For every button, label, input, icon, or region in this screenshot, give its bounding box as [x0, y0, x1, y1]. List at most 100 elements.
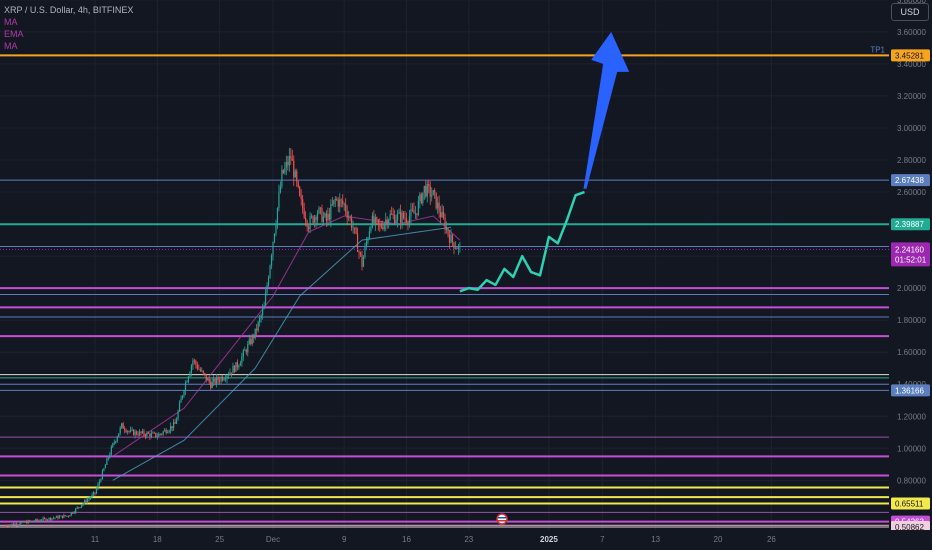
candle-body-195 [294, 171, 296, 178]
candle-body-281 [422, 192, 424, 203]
candle-body-245 [368, 231, 371, 239]
candle-body-153 [232, 365, 234, 374]
price-tick-9: 2.60000 [897, 188, 926, 197]
candle-body-156 [236, 362, 238, 368]
candle-body-213 [321, 207, 323, 222]
candle-body-36 [58, 516, 60, 519]
candle-body-175 [264, 292, 267, 306]
price-label-bg-3 [891, 384, 930, 397]
price-label-3: 1.36166 [895, 386, 924, 395]
candle-body-200 [302, 199, 304, 209]
candle-body-68 [106, 458, 108, 465]
candle-body-135 [205, 374, 207, 381]
candle-body-201 [303, 208, 305, 218]
candle-body-258 [388, 219, 390, 225]
grid-lines [0, 0, 889, 530]
candle-body-275 [413, 210, 415, 214]
candle-body-105 [161, 433, 163, 435]
candle-body-236 [355, 227, 357, 234]
candle-body-276 [414, 213, 416, 215]
candle-body-99 [152, 432, 154, 434]
candle-body-284 [426, 183, 428, 197]
time-tick-2: 25 [215, 535, 224, 544]
candle-body-189 [285, 161, 287, 168]
price-label-bg-4 [891, 497, 930, 510]
price-label-bg-1 [891, 174, 930, 187]
candle-body-62 [97, 484, 99, 489]
candle-body-129 [196, 364, 198, 369]
candle-body-117 [178, 402, 181, 412]
candle-body-247 [371, 215, 373, 228]
candle-body-75 [116, 437, 118, 442]
candle-body-294 [441, 211, 443, 218]
candle-body-101 [155, 432, 157, 437]
candle-body-168 [254, 328, 256, 339]
candle-body-87 [134, 431, 136, 436]
candle-body-86 [132, 429, 135, 436]
candle-body-304 [456, 248, 458, 250]
candle-body-172 [260, 315, 262, 319]
candle-body-161 [244, 350, 246, 351]
time-tick-1: 18 [153, 535, 162, 544]
candle-body-299 [448, 234, 451, 243]
candle-body-249 [374, 217, 376, 224]
candle-body-78 [121, 423, 123, 428]
candle-body-97 [149, 433, 151, 437]
candle-body-13 [24, 521, 26, 523]
candle-body-28 [46, 519, 49, 521]
candle-body-112 [171, 426, 173, 429]
candle-body-136 [207, 378, 209, 381]
candle-body-180 [272, 242, 274, 256]
time-tick-6: 23 [464, 535, 473, 544]
candle-body-194 [293, 160, 295, 178]
projection-line [459, 190, 585, 293]
candle-body-293 [440, 212, 442, 218]
candle-body-305 [457, 245, 460, 250]
candle-body-116 [177, 411, 179, 420]
candle-body-73 [113, 442, 115, 444]
price-label-1: 2.67438 [895, 176, 924, 185]
time-axis[interactable]: 11 18 25 Dec 9 16 23 2025 7 13 20 26 [91, 535, 777, 544]
candle-body-226 [340, 199, 342, 201]
currency-button[interactable]: USD [891, 3, 929, 21]
candle-body-20 [35, 519, 37, 522]
price-label-6: 0.50862 [895, 523, 924, 532]
candle-body-176 [266, 285, 268, 293]
candle-body-45 [72, 512, 74, 514]
candle-body-93 [143, 430, 145, 435]
price-tick-2: 1.20000 [897, 412, 926, 421]
candle-body-48 [76, 507, 78, 509]
candle-body-178 [269, 265, 271, 278]
candle-body-109 [167, 432, 169, 434]
candle-body-98 [150, 433, 152, 437]
candle-body-53 [84, 500, 86, 504]
candle-body-67 [104, 464, 106, 469]
current-price-countdown: 01:52:01 [895, 255, 927, 264]
candle-body-69 [107, 457, 109, 459]
time-tick-5: 16 [402, 535, 411, 544]
candle-body-256 [385, 219, 387, 224]
candle-body-224 [337, 199, 339, 207]
candle-body-130 [198, 368, 200, 370]
candle-body-30 [49, 517, 52, 520]
indicator-ma-2[interactable]: MA [4, 41, 18, 51]
candle-body-225 [339, 199, 341, 207]
candle-body-115 [175, 419, 178, 424]
candle-body-10 [20, 522, 22, 525]
candle-body-205 [309, 216, 311, 230]
candle-body-57 [89, 497, 92, 499]
candle-body-259 [389, 214, 391, 220]
candle-body-119 [181, 395, 184, 399]
indicator-ema[interactable]: EMA [4, 29, 24, 39]
candle-body-273 [410, 209, 412, 217]
candle-body-79 [122, 423, 124, 429]
candle-body-2 [8, 525, 10, 527]
time-tick-7: 2025 [540, 535, 558, 544]
indicator-ma-1[interactable]: MA [4, 17, 18, 27]
candle-body-22 [38, 520, 40, 522]
price-tick-15: 3.80000 [897, 0, 926, 5]
candle-body-113 [173, 422, 175, 429]
candle-body-254 [382, 227, 384, 229]
candle-body-159 [241, 356, 243, 364]
